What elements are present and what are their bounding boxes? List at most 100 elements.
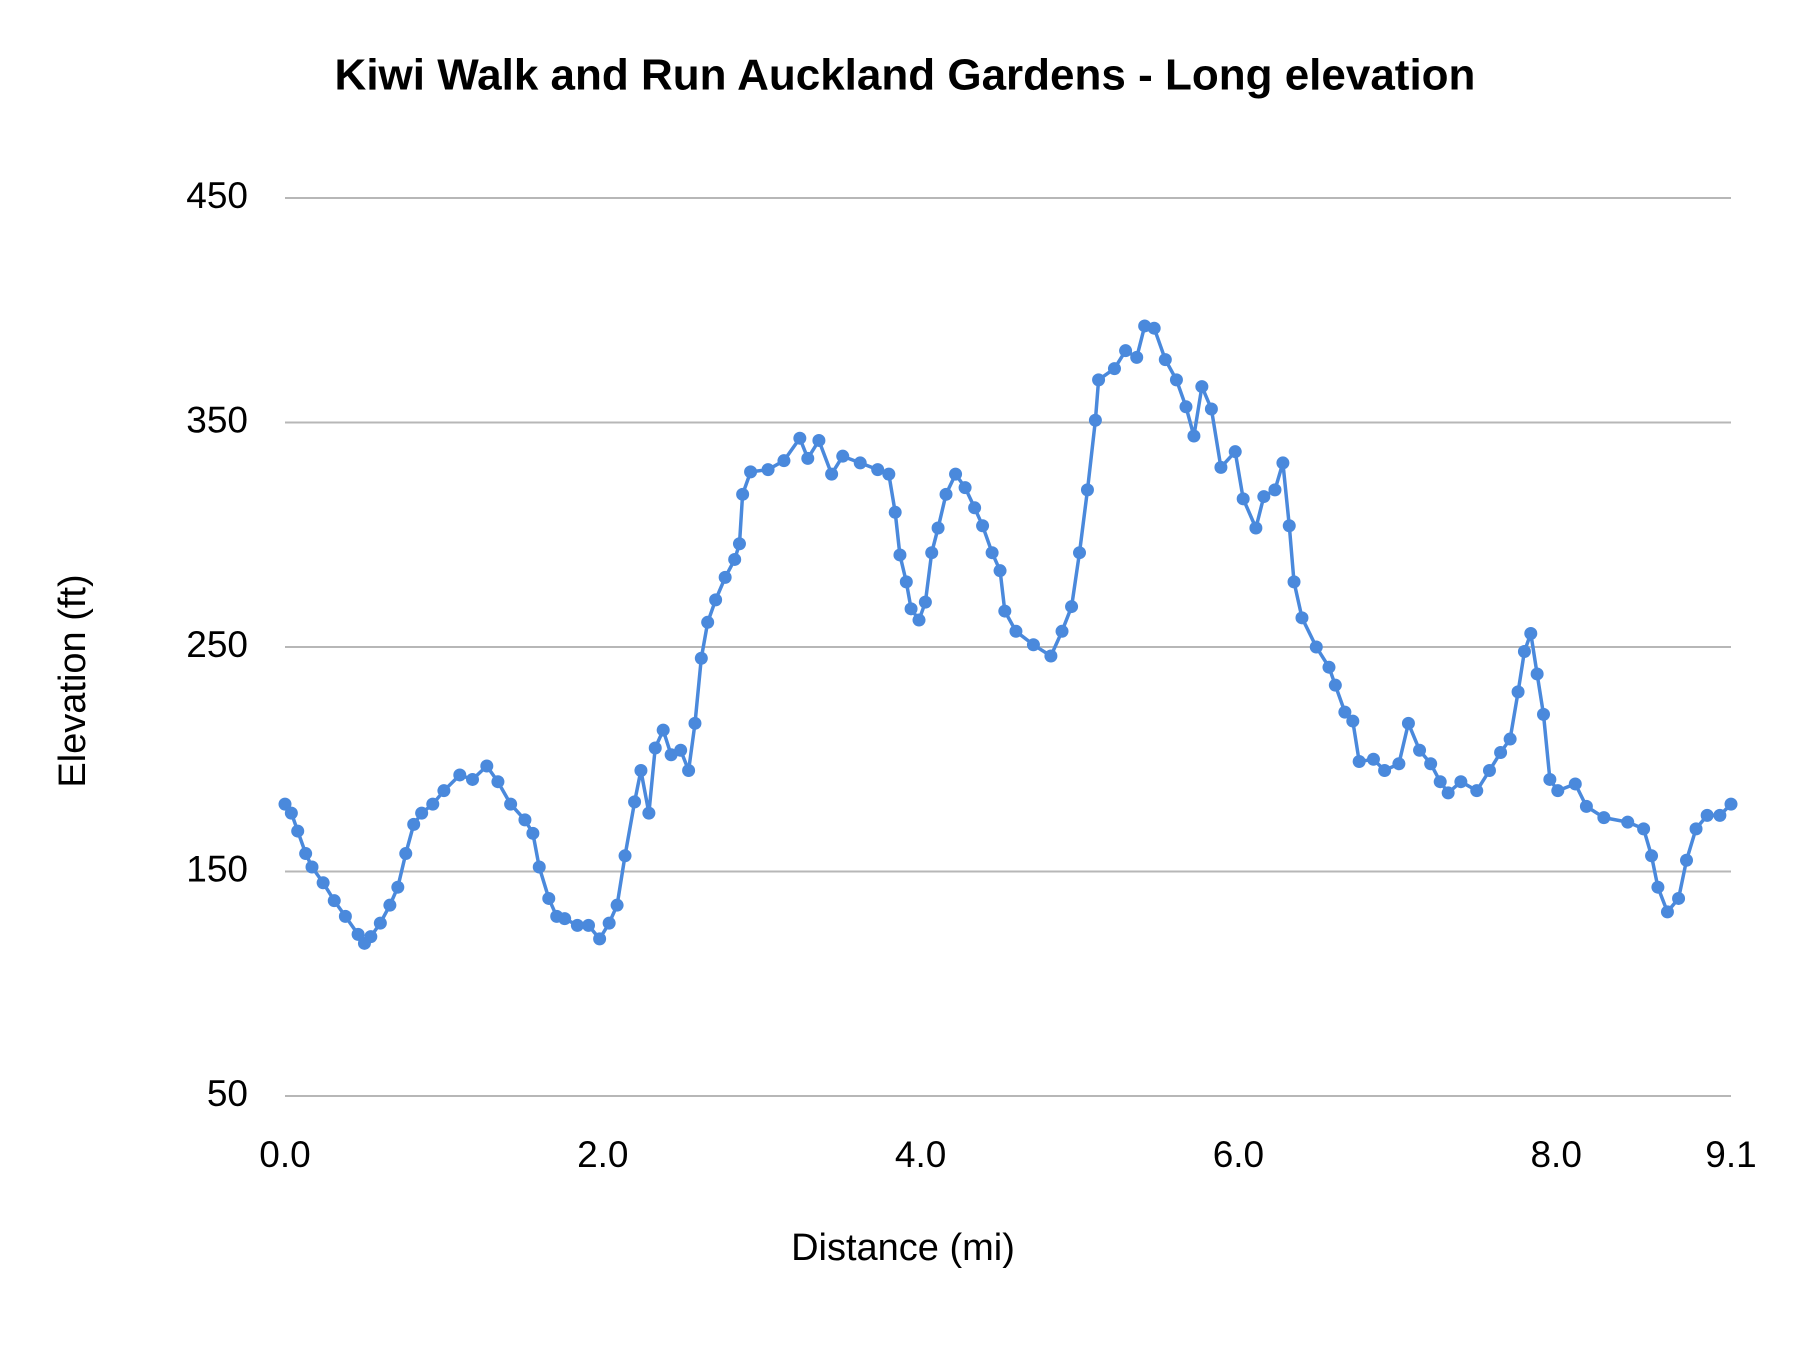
x-tick-label: 4.0 — [895, 1134, 946, 1175]
point — [1621, 815, 1635, 829]
point — [437, 784, 451, 798]
point — [593, 932, 607, 946]
point — [998, 604, 1012, 618]
point — [968, 501, 982, 515]
point — [976, 519, 990, 533]
point — [1346, 714, 1360, 728]
point — [1055, 624, 1069, 638]
point — [1568, 777, 1582, 791]
point — [939, 487, 953, 501]
point — [912, 613, 926, 627]
point — [1204, 402, 1218, 416]
point — [793, 431, 807, 445]
point — [648, 741, 662, 755]
point — [1080, 483, 1094, 497]
point — [291, 824, 305, 838]
point — [701, 615, 715, 629]
x-axis-title: Distance (mi) — [791, 1227, 1015, 1269]
point — [1536, 707, 1550, 721]
point — [1352, 754, 1366, 768]
point — [1009, 624, 1023, 638]
point — [364, 930, 378, 944]
point — [925, 546, 939, 560]
point — [904, 602, 918, 616]
point — [1401, 716, 1415, 730]
point — [1268, 483, 1282, 497]
point — [709, 593, 723, 607]
point — [1276, 456, 1290, 470]
point — [1530, 667, 1544, 681]
point — [610, 898, 624, 912]
point — [1680, 853, 1694, 867]
point — [582, 918, 596, 932]
point — [426, 797, 440, 811]
point — [453, 768, 467, 782]
point — [777, 454, 791, 468]
x-tick-label: 2.0 — [577, 1134, 628, 1175]
point — [1724, 797, 1738, 811]
point — [1366, 752, 1380, 766]
point — [1503, 732, 1517, 746]
point — [1147, 321, 1161, 335]
point — [958, 481, 972, 495]
point — [491, 775, 505, 789]
point — [1107, 362, 1121, 376]
point — [642, 806, 656, 820]
point — [1433, 775, 1447, 789]
point — [1645, 849, 1659, 863]
point — [1378, 763, 1392, 777]
point — [338, 909, 352, 923]
point — [761, 463, 775, 477]
point — [1295, 611, 1309, 625]
point — [373, 916, 387, 930]
point — [284, 806, 298, 820]
point — [1713, 808, 1727, 822]
point — [728, 552, 742, 566]
y-tick-label: 250 — [186, 624, 248, 665]
point — [853, 456, 867, 470]
line — [283, 324, 1733, 946]
point — [1672, 891, 1686, 905]
point — [542, 891, 556, 905]
x-tick-label: 9.1 — [1705, 1134, 1756, 1175]
point — [1322, 660, 1336, 674]
point — [1195, 380, 1209, 394]
point — [415, 806, 429, 820]
point — [299, 847, 313, 861]
point — [1517, 644, 1531, 658]
point — [801, 451, 815, 465]
point — [1543, 772, 1557, 786]
point — [480, 759, 494, 773]
point — [558, 912, 572, 926]
point — [888, 505, 902, 519]
y-tick-label: 350 — [186, 399, 248, 440]
point — [736, 487, 750, 501]
point — [1494, 746, 1508, 760]
point — [1249, 521, 1263, 535]
point — [1073, 546, 1087, 560]
point — [1338, 705, 1352, 719]
point — [871, 463, 885, 477]
plot — [278, 319, 1738, 950]
x-tick-label: 6.0 — [1213, 1134, 1264, 1175]
point — [1660, 905, 1674, 919]
y-axis-title: Elevation (ft) — [52, 574, 94, 787]
point — [1413, 743, 1427, 757]
point — [399, 847, 413, 861]
point — [688, 716, 702, 730]
point — [825, 467, 839, 481]
point — [1454, 775, 1468, 789]
point — [1257, 490, 1271, 504]
point — [1551, 784, 1565, 798]
point — [893, 548, 907, 562]
point — [316, 876, 330, 890]
point — [985, 546, 999, 560]
point — [1158, 353, 1172, 367]
point — [1424, 757, 1438, 771]
point — [1441, 786, 1455, 800]
point — [1309, 640, 1323, 654]
point — [305, 860, 319, 874]
point — [993, 564, 1007, 578]
point — [618, 849, 632, 863]
point — [1689, 822, 1703, 836]
